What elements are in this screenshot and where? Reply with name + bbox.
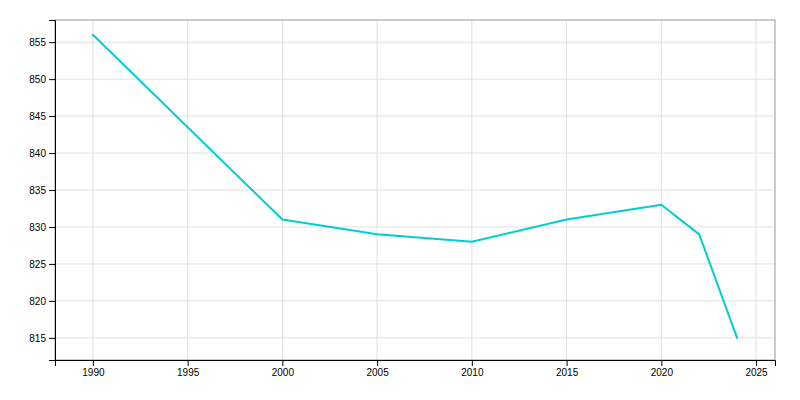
x-tick-mark: [756, 360, 757, 366]
x-tick: 2000: [272, 360, 295, 378]
y-tick-label: 840: [29, 148, 46, 159]
y-grid-line: [55, 116, 775, 117]
x-tick-label: 1990: [82, 367, 105, 378]
x-tick-label: 2005: [366, 367, 389, 378]
y-grid-line: [55, 42, 775, 43]
data-layer: [93, 35, 737, 338]
y-tick: 820: [29, 296, 55, 307]
y-grid-line: [55, 190, 775, 191]
y-grid-line: [55, 79, 775, 80]
x-tick-mark: [188, 360, 189, 366]
y-tick: 825: [29, 259, 55, 270]
x-tick: 2025: [745, 360, 768, 378]
x-tick-mark: [472, 360, 473, 366]
y-tick-mark: [49, 79, 55, 80]
y-tick-label: 850: [29, 74, 46, 85]
x-tick-mark: [93, 360, 94, 366]
y-grid-line: [55, 226, 775, 227]
chart: 1990 1995 2000 2005 2010 2015 2020 2025 815 820 82…: [0, 0, 800, 400]
y-tick-mark: [49, 338, 55, 339]
y-tick-label: 820: [29, 296, 46, 307]
y-tick-mark: [49, 301, 55, 302]
y-tick-mark: [49, 190, 55, 191]
y-tick-label: 815: [29, 333, 46, 344]
x-tick-label: 2025: [745, 367, 768, 378]
x-tick: 1990: [82, 360, 105, 378]
x-tick: 2020: [651, 360, 674, 378]
x-tick: 2010: [461, 360, 484, 378]
plot: 1990 1995 2000 2005 2010 2015 2020 2025 815 820 82…: [29, 20, 775, 378]
y-grid-line: [55, 263, 775, 264]
x-tick-label: 2000: [272, 367, 295, 378]
y-axis-line: [49, 21, 56, 361]
plot-frame: [55, 20, 775, 360]
y-tick: 855: [29, 37, 55, 48]
x-tick-label: 2010: [461, 367, 484, 378]
y-tick-label: 835: [29, 185, 46, 196]
y-tick-label: 825: [29, 259, 46, 270]
x-tick: 1995: [177, 360, 200, 378]
x-tick-label: 1995: [177, 367, 200, 378]
x-tick-mark: [377, 360, 378, 366]
x-tick: 2015: [556, 360, 579, 378]
y-tick: 845: [29, 111, 55, 122]
y-grid-line: [55, 300, 775, 301]
y-grid-line: [55, 337, 775, 338]
y-grid-line: [55, 153, 775, 154]
grid: [55, 20, 775, 360]
y-tick-mark: [49, 227, 55, 228]
x-axis: 1990 1995 2000 2005 2010 2015 2020 2025: [56, 360, 776, 378]
y-tick-mark: [49, 116, 55, 117]
y-tick: 850: [29, 74, 55, 85]
x-tick-mark: [661, 360, 662, 366]
x-tick-label: 2020: [651, 367, 674, 378]
x-tick: 2005: [366, 360, 389, 378]
line: [93, 35, 737, 338]
y-axis: 815 820 825 830 835 840 845 850 855: [29, 21, 55, 361]
x-tick-mark: [282, 360, 283, 366]
y-tick: 830: [29, 222, 55, 233]
y-tick-mark: [49, 42, 55, 43]
y-tick: 815: [29, 333, 55, 344]
y-tick: 840: [29, 148, 55, 159]
y-tick-label: 855: [29, 37, 46, 48]
x-tick-label: 2015: [556, 367, 579, 378]
y-tick-mark: [49, 153, 55, 154]
y-tick-label: 845: [29, 111, 46, 122]
y-tick-label: 830: [29, 222, 46, 233]
x-axis-line: [56, 361, 776, 367]
y-tick-mark: [49, 264, 55, 265]
y-tick: 835: [29, 185, 55, 196]
x-tick-mark: [567, 360, 568, 366]
